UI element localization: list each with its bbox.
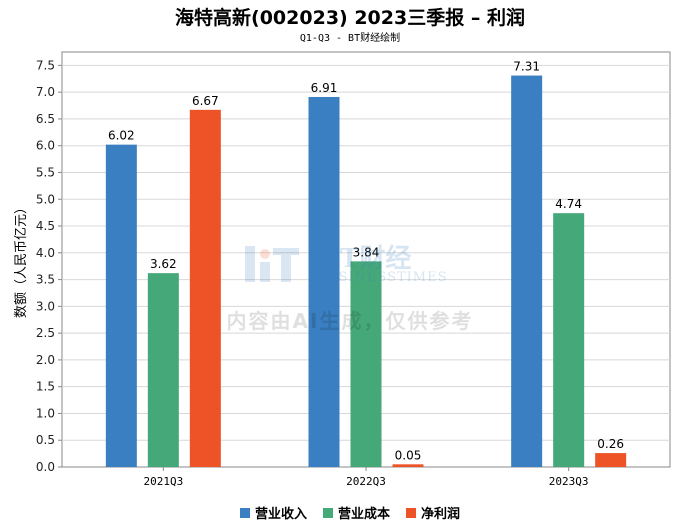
data-label: 4.74 [555,197,582,211]
y-tick-label: 5.5 [36,165,55,179]
watermark-logo-subtext: BUSINESSTIMES [316,270,448,285]
y-tick-label: 7.0 [36,85,55,99]
y-tick-label: 4.5 [36,219,55,233]
chart-subtitle: Q1-Q3 - BT财经绘制 [299,33,401,44]
legend-item: 营业成本 [322,503,390,522]
bar [308,96,340,467]
y-tick-label: 4.0 [36,246,55,260]
y-tick-label: 1.5 [36,380,55,394]
data-label: 0.26 [597,437,624,451]
y-tick-label: 6.0 [36,139,55,153]
data-label: 3.62 [150,257,177,271]
bar [511,75,543,468]
chart-title: 海特高新(002023) 2023三季报 – 利润 [175,7,525,29]
bar [392,464,424,467]
y-tick-label: 0.5 [36,433,55,447]
bar [350,261,382,467]
legend-label: 营业成本 [337,507,390,522]
y-tick-label: 5.0 [36,192,55,206]
bar [595,453,627,467]
x-tick-label: 2021Q3 [143,475,183,488]
y-tick-label: 6.5 [36,112,55,126]
data-label: 7.31 [513,60,540,74]
data-label: 6.02 [108,129,135,143]
watermark-notice: 内容由AI生成，仅供参考 [226,309,474,333]
y-tick-label: 3.0 [36,299,55,313]
bar [553,213,585,467]
y-tick-label: 1.0 [36,406,55,420]
watermark-logo-text: BT财经 [318,244,412,274]
y-tick-label: 3.5 [36,273,55,287]
y-tick-label: 7.5 [36,58,55,72]
legend-swatch [406,507,416,518]
data-label: 3.84 [353,245,380,259]
y-tick-label: 0.0 [36,460,55,474]
y-axis-label: 数额（人民币亿元） [14,201,29,318]
bar [105,144,137,467]
x-tick-label: 2022Q3 [346,475,386,488]
legend-swatch [239,507,250,518]
legend-swatch [322,507,333,518]
y-tick-label: 2.0 [36,353,55,367]
data-label: 0.05 [395,448,422,462]
data-label: 6.67 [192,94,219,108]
watermark-logo [245,246,299,282]
bar [189,109,221,467]
y-tick-label: 2.5 [36,326,55,340]
bar [147,273,179,467]
legend-item: 净利润 [406,503,460,522]
legend-label: 净利润 [421,507,461,522]
data-label: 6.91 [311,81,338,95]
chart-legend: 营业收入 营业成本 净利润 [0,503,700,522]
x-tick-label: 2023Q3 [549,475,589,488]
legend-label: 营业收入 [254,507,307,522]
legend-item: 营业收入 [239,503,307,522]
